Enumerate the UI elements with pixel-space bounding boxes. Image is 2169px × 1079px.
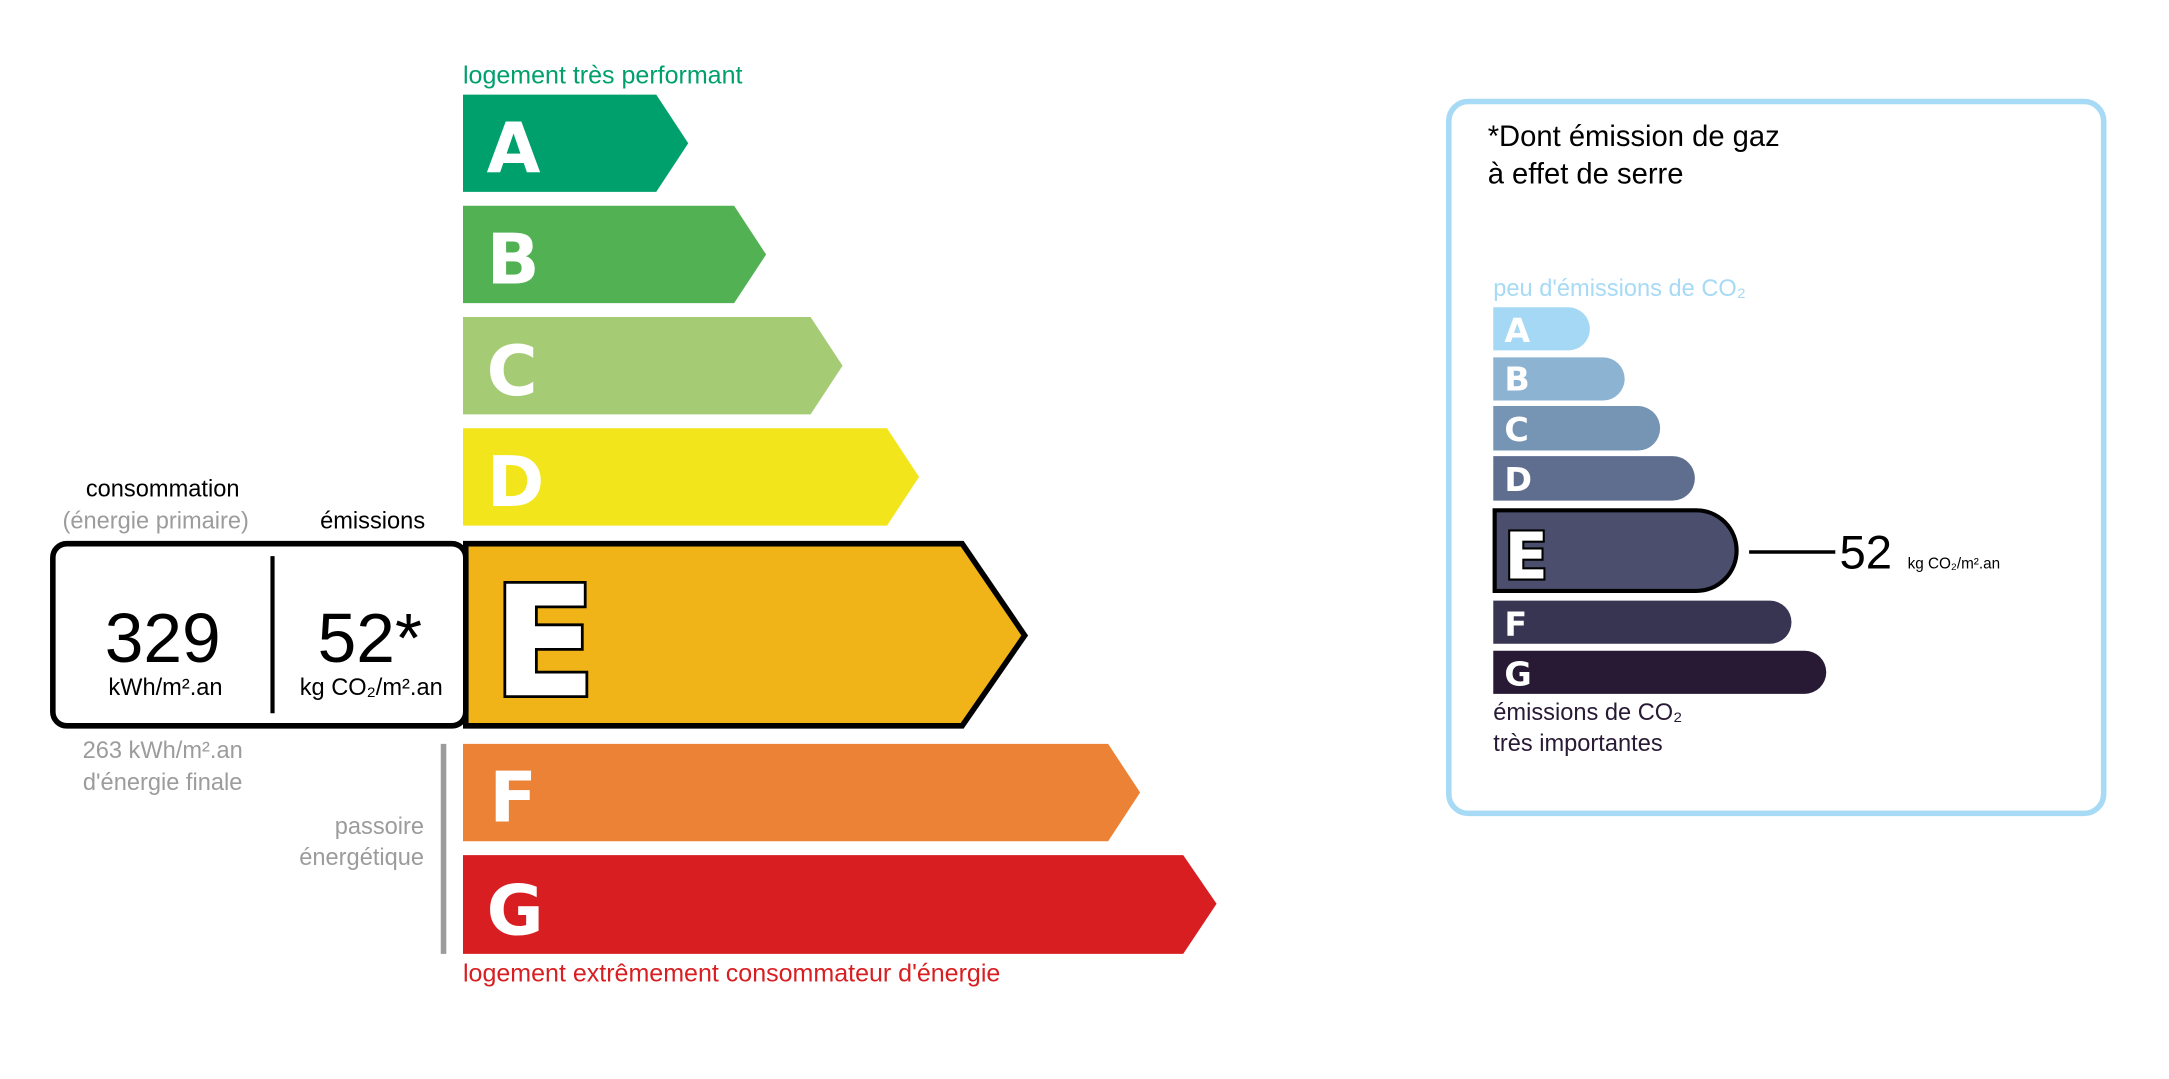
ghg-letter-b: B: [1504, 360, 1529, 399]
consumption-value: 329: [105, 599, 221, 677]
energy-letter-e: E: [492, 554, 596, 732]
energy-letter-b: B: [487, 220, 540, 301]
final-energy-value: 263 kWh/m².an: [83, 738, 243, 764]
emissions-heading: émissions: [320, 508, 425, 534]
consumption-heading: consommation: [86, 476, 240, 502]
ghg-letter-d: D: [1504, 460, 1532, 499]
ghg-top-label: peu d'émissions de CO₂: [1493, 276, 1746, 302]
ghg-letter-g: G: [1504, 654, 1531, 693]
consumption-unit: kWh/m².an: [108, 675, 222, 701]
energy-letter-a: A: [487, 108, 541, 189]
emissions-value: 52*: [318, 599, 422, 677]
passoire-label-2: énergétique: [299, 845, 424, 871]
bottom-label: logement extrêmement consommateur d'éner…: [463, 960, 1000, 988]
energy-class-c: C: [462, 317, 843, 415]
energy-class-b: B: [462, 205, 767, 304]
energy-letter-d: D: [487, 442, 545, 523]
energy-class-e-current: 329 kWh/m².an 52* kg CO₂/m².an E: [50, 540, 1029, 735]
consumption-subheading: (énergie primaire): [62, 508, 248, 534]
passoire-label-1: passoire: [335, 814, 424, 840]
energy-bar-g: [462, 855, 1217, 954]
ghg-bottom-label-1: émissions de CO₂: [1493, 700, 1682, 726]
value-box: [50, 540, 469, 729]
energy-letter-g: G: [487, 870, 544, 951]
ghg-value: 52: [1839, 527, 1892, 580]
energy-bar-d: [462, 428, 920, 526]
ghg-bar-d: [1493, 456, 1695, 501]
final-energy-label: d'énergie finale: [83, 770, 243, 796]
energy-bar-f: [462, 743, 1141, 842]
ghg-bar-b: [1493, 357, 1625, 401]
energy-class-a: A: [462, 94, 689, 192]
energy-letter-c: C: [487, 331, 538, 412]
ghg-title-line1: *Dont émission de gaz: [1488, 121, 1780, 153]
ghg-bar-a: [1493, 307, 1590, 351]
ghg-bar-e-current: [1492, 508, 1739, 594]
ghg-panel: *Dont émission de gaz à effet de serre p…: [1446, 98, 2107, 817]
energy-class-f: F: [462, 743, 1141, 842]
top-label: logement très performant: [463, 61, 743, 89]
energy-letter-f: F: [489, 758, 536, 839]
ghg-bottom-label-2: très importantes: [1493, 731, 1662, 757]
energy-bar-c: [462, 317, 843, 415]
ghg-bar-f: [1493, 600, 1792, 644]
energy-bar-b: [462, 205, 767, 304]
ghg-bar-c: [1493, 406, 1661, 451]
ghg-letter-c: C: [1504, 410, 1528, 449]
ghg-unit: kg CO₂/m².an: [1908, 556, 2001, 573]
energy-class-g: G: [462, 855, 1217, 954]
ghg-letter-e: E: [1504, 520, 1548, 594]
emissions-unit: kg CO₂/m².an: [300, 675, 443, 701]
ghg-title-line2: à effet de serre: [1488, 159, 1684, 191]
ghg-letter-f: F: [1504, 604, 1527, 643]
energy-bar-a: [462, 94, 689, 192]
ghg-letter-a: A: [1504, 311, 1530, 350]
energy-class-d: D: [462, 428, 920, 526]
ghg-bar-g: [1493, 650, 1827, 694]
